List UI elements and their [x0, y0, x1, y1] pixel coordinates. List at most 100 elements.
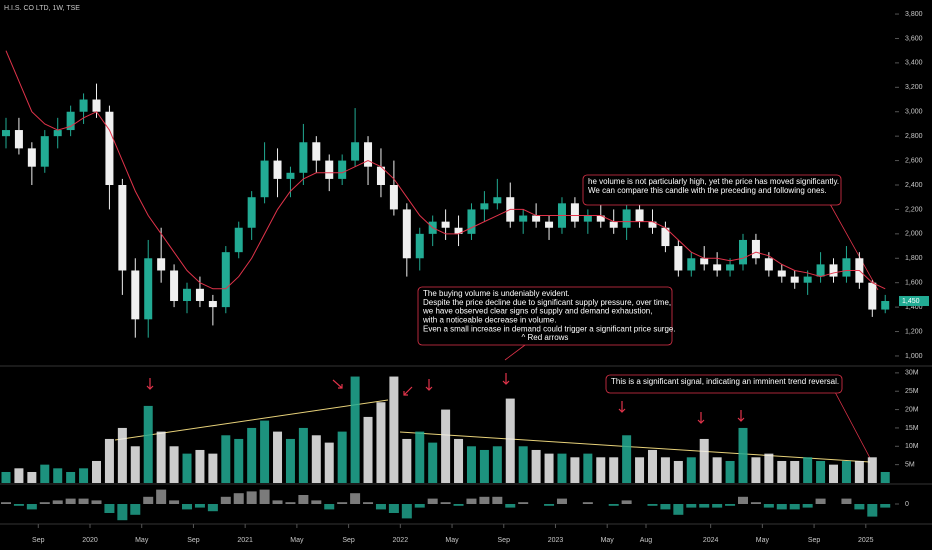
annotation-text: Despite the price decline due to signifi… — [423, 298, 671, 307]
volume-bar — [117, 427, 127, 483]
candle-body — [739, 239, 747, 265]
x-tick-label: 2020 — [82, 537, 98, 544]
volume-bar — [104, 438, 114, 483]
oscillator-bar — [647, 504, 658, 506]
oscillator-bar — [544, 504, 555, 506]
volume-bar — [221, 435, 231, 483]
annotation-text: we have observed clear signs of supply a… — [422, 307, 652, 316]
oscillator-bar — [414, 504, 425, 508]
candle-body — [338, 160, 347, 179]
annotation-box — [417, 286, 673, 346]
volume-bar — [841, 460, 851, 483]
volume-bar — [660, 457, 670, 483]
annotation-text: We can compare this candle with the prec… — [588, 186, 827, 195]
volume-bar — [854, 460, 864, 483]
oscillator-bar — [660, 504, 671, 510]
volume-bar — [363, 416, 373, 483]
candle-body — [570, 203, 579, 222]
candle-body — [105, 111, 114, 186]
trendline — [399, 431, 871, 463]
volume-bar — [311, 435, 321, 483]
volume-bar — [712, 457, 722, 483]
annotation-box — [605, 374, 843, 394]
x-tick-label: May — [756, 537, 770, 544]
x-tick-label: May — [601, 537, 615, 544]
oscillator-bar — [324, 504, 335, 510]
volume-bar — [518, 446, 528, 483]
candle-body — [118, 185, 127, 271]
candle-body — [622, 209, 631, 228]
candle-body — [441, 221, 450, 228]
x-tick-label: 2025 — [858, 537, 874, 544]
candle-body — [545, 221, 554, 228]
chart-title: H.I.S. CO LTD, 1W, TSE — [4, 5, 80, 12]
oscillator-bar — [440, 502, 451, 504]
oscillator-bar — [621, 500, 632, 504]
candle-body — [790, 276, 799, 283]
y-tick-label: 3,400 — [905, 60, 923, 67]
candle-body — [635, 209, 644, 222]
oscillator-bar — [789, 504, 800, 510]
arrow — [697, 412, 705, 424]
x-tick-label: Sep — [342, 537, 355, 544]
candle-body — [208, 301, 217, 308]
oscillator-bar — [673, 504, 684, 515]
candle-body — [583, 215, 592, 222]
oscillator-bar — [427, 498, 438, 504]
annotation-box — [582, 174, 842, 206]
y-tick-label: 3,000 — [905, 109, 923, 116]
oscillator-bar — [156, 489, 167, 504]
candle-body — [183, 288, 192, 302]
y-tick-label: 2,200 — [905, 206, 923, 213]
volume-bar — [583, 453, 593, 483]
arrow — [146, 378, 154, 390]
annotation: he volume is not particularly high, yet … — [582, 174, 842, 206]
y-tick-label: 3,600 — [905, 35, 923, 42]
oscillator-bar — [207, 504, 218, 512]
oscillator-bar — [401, 504, 412, 519]
volume-bar — [337, 431, 347, 483]
candle-body — [157, 258, 166, 271]
volume-bar — [324, 442, 334, 483]
oscillator-bar — [725, 504, 736, 506]
oscillator-bar — [738, 496, 748, 504]
y-tick-label: 15M — [905, 425, 919, 432]
volume-bar — [79, 468, 89, 483]
annotation-text: The buying volume is undeniably evident. — [423, 289, 570, 298]
arrows — [146, 373, 745, 424]
oscillator-bar — [78, 498, 89, 504]
oscillator-bar — [686, 504, 697, 508]
x-tick-label: May — [135, 537, 149, 544]
candle-body — [144, 258, 153, 320]
volume-bar — [699, 438, 709, 483]
candle-body — [195, 288, 204, 302]
oscillator-bar — [867, 504, 878, 517]
y-tick-label: 30M — [905, 370, 919, 377]
volume-bar — [596, 457, 606, 483]
candle-body — [868, 282, 877, 310]
oscillator-bar — [854, 504, 865, 510]
oscillator-bar — [712, 504, 723, 508]
oscillator-bar — [194, 504, 205, 508]
volume-bar — [829, 464, 839, 483]
oscillator-bar — [453, 504, 464, 506]
volume-bar — [557, 453, 567, 483]
y-tick-label: 1,400 — [905, 304, 923, 311]
y-tick-label: 5M — [905, 461, 915, 468]
volume-bar — [686, 457, 696, 483]
oscillator-bar — [880, 504, 891, 508]
x-tick-label: Sep — [808, 537, 821, 544]
volume-bar — [428, 442, 438, 483]
volume-bar — [1, 471, 11, 483]
volume-bar — [389, 376, 399, 483]
volume-bar — [531, 449, 541, 483]
volume-bar — [298, 427, 308, 483]
candle-body — [234, 227, 243, 253]
annotation: This is a significant signal, indicating… — [605, 374, 843, 394]
oscillator-bar — [117, 504, 128, 521]
volume-bar — [479, 449, 489, 483]
candle-body — [92, 99, 101, 112]
